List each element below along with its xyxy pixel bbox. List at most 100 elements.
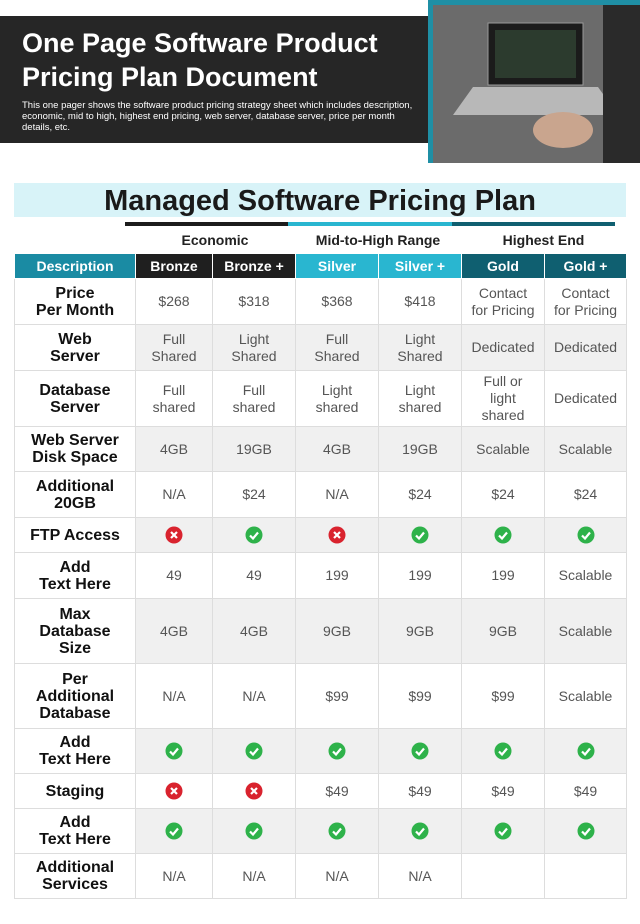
row-label: Staging [14, 773, 136, 809]
cell: Light Shared [378, 324, 462, 371]
table-row: Additional 20GB N/A $24 N/A $24 $24 $24 [14, 471, 627, 518]
cell: $99 [295, 663, 379, 729]
cell: N/A [212, 853, 296, 899]
cell: Light shared [378, 370, 462, 427]
check-icon [411, 742, 429, 760]
cell: 4GB [212, 598, 296, 664]
table-row: Web Server Full Shared Light Shared Full Sh… [14, 324, 627, 371]
check-icon [494, 742, 512, 760]
group-label: Highest End [502, 232, 585, 248]
cell [295, 728, 379, 774]
cell: Scalable [544, 426, 627, 472]
row-label: Additional 20GB [14, 471, 136, 518]
cell: Full shared [135, 370, 213, 427]
photo [428, 0, 640, 163]
cross-icon [245, 782, 263, 800]
cell: Contact for Pricing [544, 278, 627, 325]
cell: N/A [295, 471, 379, 518]
group-label: Economic [181, 232, 249, 248]
cell: $24 [378, 471, 462, 518]
check-icon [245, 822, 263, 840]
cell: 199 [378, 552, 462, 599]
cell [544, 728, 627, 774]
column-header: Silver [295, 253, 379, 279]
cell: 9GB [295, 598, 379, 664]
header: One Page Software Product Pricing Plan D… [0, 16, 428, 143]
cell [544, 853, 627, 899]
table-row: FTP Access [14, 517, 627, 553]
column-header: Gold + [544, 253, 627, 279]
cell [461, 517, 545, 553]
cell [544, 517, 627, 553]
check-icon [494, 526, 512, 544]
column-header: Description [14, 253, 136, 279]
cell: 4GB [295, 426, 379, 472]
cell: N/A [295, 853, 379, 899]
cell: $99 [378, 663, 462, 729]
cell [135, 517, 213, 553]
column-header: Gold [461, 253, 545, 279]
cell: $24 [544, 471, 627, 518]
table-row: Staging $49 $49 $49 $49 [14, 773, 627, 809]
row-label: Price Per Month [14, 278, 136, 325]
check-icon [245, 742, 263, 760]
cell [544, 808, 627, 854]
group-bar [125, 222, 288, 226]
table-row: Price Per Month $268 $318 $368 $418 Contact f… [14, 278, 627, 325]
cell [378, 517, 462, 553]
cell: N/A [135, 471, 213, 518]
check-icon [411, 822, 429, 840]
cell [378, 808, 462, 854]
cell [461, 728, 545, 774]
cell: N/A [212, 663, 296, 729]
row-label: Database Server [14, 370, 136, 427]
cell: Scalable [544, 663, 627, 729]
table-title: Managed Software Pricing Plan [14, 183, 626, 217]
cell: Full or light shared [461, 370, 545, 427]
row-label: FTP Access [14, 517, 136, 553]
cell [212, 517, 296, 553]
cell: 49 [212, 552, 296, 599]
table-row: Add Text Here [14, 808, 627, 854]
cell: $368 [295, 278, 379, 325]
cell: $318 [212, 278, 296, 325]
row-label: Per Additional Database [14, 663, 136, 729]
pricing-table: Description Bronze Bronze + Silver Silver + G… [14, 253, 627, 899]
table-row: Web Server Disk Space 4GB 19GB 4GB 19GB Scala… [14, 426, 627, 472]
check-icon [165, 742, 183, 760]
cell [461, 853, 545, 899]
cross-icon [165, 782, 183, 800]
check-icon [328, 822, 346, 840]
row-label: Additional Services [14, 853, 136, 899]
table-row: Additional Services N/A N/A N/A N/A [14, 853, 627, 899]
cell: $99 [461, 663, 545, 729]
column-header: Bronze + [212, 253, 296, 279]
cross-icon [328, 526, 346, 544]
cell: 4GB [135, 598, 213, 664]
cell: Contact for Pricing [461, 278, 545, 325]
row-label: Add Text Here [14, 552, 136, 599]
cell: Scalable [544, 552, 627, 599]
cell [135, 808, 213, 854]
check-icon [245, 526, 263, 544]
cell: 199 [295, 552, 379, 599]
check-icon [328, 742, 346, 760]
cell: N/A [378, 853, 462, 899]
cell: 9GB [461, 598, 545, 664]
cell: $49 [544, 773, 627, 809]
table-row: Max Database Size 4GB 4GB 9GB 9GB 9GB Scalable [14, 598, 627, 664]
check-icon [577, 526, 594, 544]
cell: $268 [135, 278, 213, 325]
column-header: Silver + [378, 253, 462, 279]
cell: 199 [461, 552, 545, 599]
laptop-illustration [433, 5, 640, 163]
header-title: One Page Software Product Pricing Plan D… [22, 28, 378, 92]
cell: Scalable [461, 426, 545, 472]
group-bar [288, 222, 452, 226]
cell: $49 [295, 773, 379, 809]
check-icon [165, 822, 183, 840]
cell [135, 773, 213, 809]
cell [212, 728, 296, 774]
header-description: This one pager shows the software produc… [22, 100, 413, 133]
cell [295, 808, 379, 854]
